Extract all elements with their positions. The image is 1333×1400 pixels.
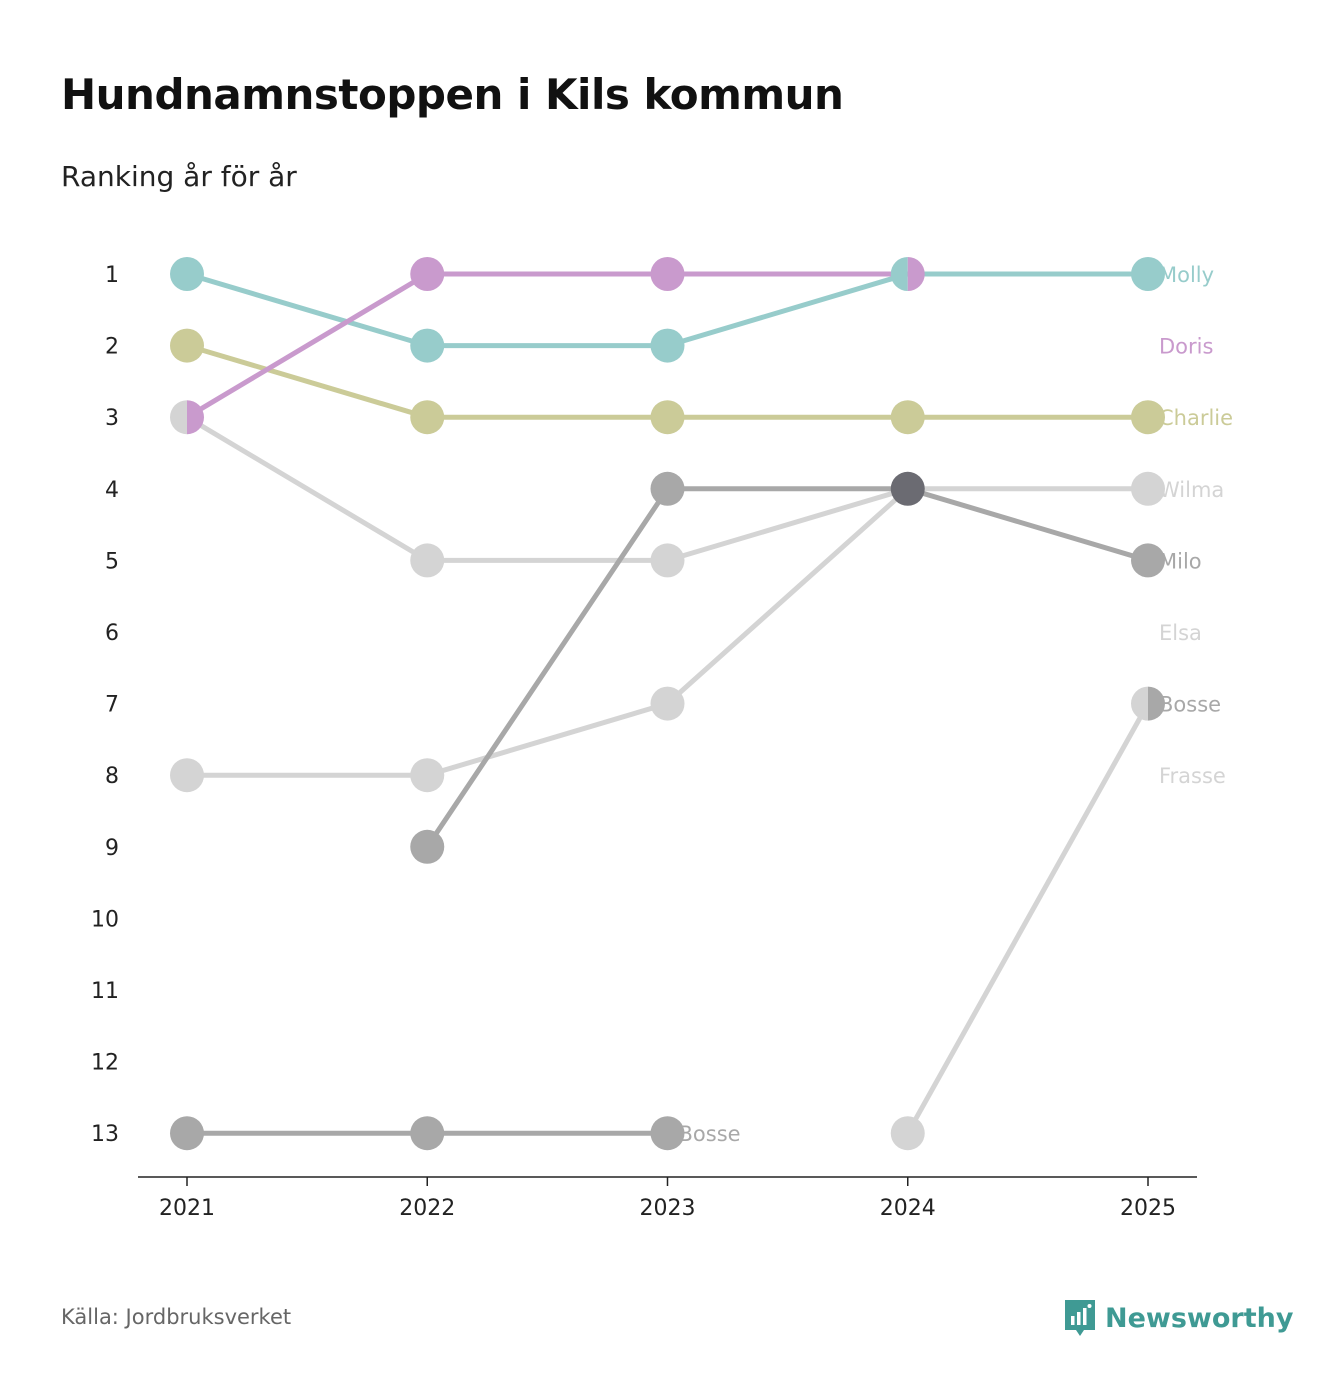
end-label-elsa: Elsa bbox=[1159, 621, 1202, 645]
chart-title: Hundnamnstoppen i Kils kommun bbox=[61, 70, 844, 119]
data-point-bosse bbox=[170, 1116, 204, 1151]
newsworthy-logo-icon bbox=[1065, 1300, 1095, 1336]
series-line-elsa bbox=[184, 486, 911, 778]
data-point-milo bbox=[1131, 543, 1165, 578]
y-tick-label: 9 bbox=[105, 836, 119, 861]
highlight-point bbox=[890, 471, 925, 506]
data-point-doris bbox=[410, 257, 445, 291]
data-point-doris bbox=[650, 257, 685, 291]
data-point-elsa bbox=[170, 758, 204, 793]
chart-subtitle: Ranking år för år bbox=[61, 160, 297, 193]
end-label-milo: Milo bbox=[1159, 549, 1202, 573]
data-point-wilma bbox=[410, 543, 445, 578]
end-label-wilma: Wilma bbox=[1159, 478, 1224, 502]
inline-label-bosse: Bosse bbox=[679, 1122, 741, 1146]
data-point-frasse bbox=[890, 1116, 925, 1151]
data-point-charlie bbox=[650, 400, 685, 435]
data-point-frasse bbox=[1131, 686, 1148, 721]
y-tick-label: 10 bbox=[91, 907, 119, 932]
end-label-charlie: Charlie bbox=[1159, 406, 1233, 430]
newsworthy-logo-text: Newsworthy bbox=[1105, 1302, 1294, 1334]
data-point-charlie bbox=[410, 400, 445, 435]
data-point-molly bbox=[1131, 257, 1165, 291]
data-point-milo bbox=[410, 829, 445, 864]
data-point-bosse bbox=[410, 1116, 445, 1151]
end-label-molly: Molly bbox=[1159, 263, 1214, 287]
data-point-molly bbox=[650, 328, 685, 363]
series-points bbox=[170, 257, 1165, 1151]
y-tick-label: 8 bbox=[105, 764, 119, 789]
data-point-elsa bbox=[410, 758, 445, 793]
y-tick-label: 11 bbox=[91, 979, 119, 1004]
y-tick-label: 4 bbox=[105, 478, 119, 503]
data-point-bosse bbox=[1148, 686, 1165, 721]
source-note: Källa: Jordbruksverket bbox=[61, 1305, 292, 1329]
data-point-molly bbox=[170, 257, 204, 291]
data-point-wilma bbox=[650, 543, 685, 578]
x-axis: 2021 2022 2023 2024 2025 bbox=[138, 1176, 1197, 1221]
y-tick-label: 12 bbox=[91, 1051, 119, 1076]
newsworthy-logo: Newsworthy bbox=[1063, 1298, 1293, 1338]
end-label-doris: Doris bbox=[1159, 335, 1213, 359]
x-tick-label: 2022 bbox=[399, 1196, 455, 1221]
data-point-charlie bbox=[890, 400, 925, 435]
data-point-wilma bbox=[1131, 471, 1165, 506]
end-label-frasse: Frasse bbox=[1159, 764, 1226, 788]
x-tick-label: 2025 bbox=[1120, 1196, 1176, 1221]
y-tick-label: 1 bbox=[105, 263, 119, 288]
series-labels: Molly Doris Charlie Wilma Milo Elsa Bosse Frass… bbox=[679, 263, 1234, 1146]
x-tick-label: 2021 bbox=[159, 1196, 215, 1221]
data-point-wilma bbox=[170, 400, 187, 435]
y-tick-label: 5 bbox=[105, 549, 119, 574]
y-tick-label: 6 bbox=[105, 621, 119, 646]
series-line-frasse bbox=[905, 701, 1151, 1136]
data-point-elsa bbox=[650, 686, 685, 721]
x-tick-label: 2024 bbox=[880, 1196, 936, 1221]
y-tick-label: 2 bbox=[105, 335, 119, 360]
series-line-milo bbox=[424, 486, 1151, 850]
end-label-bosse: Bosse bbox=[1159, 693, 1221, 717]
x-tick-label: 2023 bbox=[640, 1196, 696, 1221]
data-point-doris bbox=[187, 400, 204, 435]
data-point-charlie bbox=[170, 328, 204, 363]
data-point-bosse bbox=[650, 1116, 685, 1151]
y-tick-label: 13 bbox=[91, 1122, 119, 1147]
data-point-molly bbox=[410, 328, 445, 363]
data-point-doris bbox=[907, 257, 925, 291]
data-point-charlie bbox=[1131, 400, 1165, 435]
data-point-molly bbox=[890, 257, 908, 291]
data-point-milo bbox=[650, 471, 685, 506]
y-tick-label: 7 bbox=[105, 693, 119, 718]
series-line-doris bbox=[184, 271, 911, 420]
y-tick-label: 3 bbox=[105, 406, 119, 431]
